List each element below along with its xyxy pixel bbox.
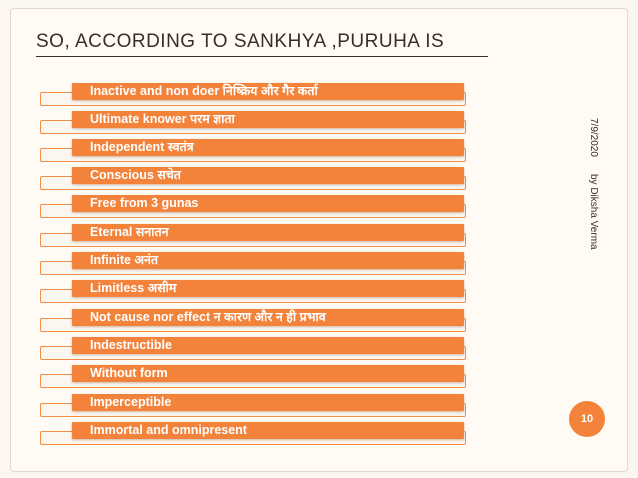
list-item: Infinite अनंत — [72, 252, 464, 269]
list-item: Conscious सचेत — [72, 167, 464, 184]
list-item-label: Without form — [90, 366, 168, 380]
list-item-label: Eternal सनातन — [90, 225, 169, 239]
list-item: Independent स्वतंत्र — [72, 139, 464, 156]
list-item-label: Conscious सचेत — [90, 168, 181, 182]
list-item-label: Limitless असीम — [90, 281, 177, 295]
list-item-label: Independent स्वतंत्र — [90, 140, 194, 154]
slide-footer-vertical: 7/9/2020 by Diksha Verma — [585, 118, 601, 258]
list-item: Immortal and omnipresent — [72, 422, 464, 439]
list-item: Imperceptible — [72, 394, 464, 411]
list-item-label: Indestructible — [90, 338, 172, 352]
list-item-label: Not cause nor effect न कारण और न ही प्रभ… — [90, 310, 326, 324]
list-item-label: Inactive and non doer निष्क्रिय और गैर क… — [90, 84, 318, 98]
list-item: Ultimate knower परम ज्ञाता — [72, 111, 464, 128]
list-item: Inactive and non doer निष्क्रिय और गैर क… — [72, 83, 464, 100]
list-item: Free from 3 gunas — [72, 195, 464, 212]
list-item-label: Immortal and omnipresent — [90, 423, 247, 437]
list-item-label: Imperceptible — [90, 395, 172, 409]
list-item: Indestructible — [72, 337, 464, 354]
slide-date: 7/9/2020 — [588, 118, 599, 157]
page-number-badge: 10 — [569, 401, 605, 437]
slide-author: by Diksha Verma — [588, 174, 599, 250]
list-item: Eternal सनातन — [72, 224, 464, 241]
list-item: Not cause nor effect न कारण और न ही प्रभ… — [72, 309, 464, 326]
page-number: 10 — [580, 413, 594, 425]
list-item: Limitless असीम — [72, 280, 464, 297]
list-item-label: Ultimate knower परम ज्ञाता — [90, 112, 235, 126]
slide-title: SO, ACCORDING TO SANKHYA ,PURUHA IS — [36, 31, 445, 52]
list-item-label: Infinite अनंत — [90, 253, 159, 267]
title-underline — [36, 56, 488, 57]
list-item: Without form — [72, 365, 464, 382]
list-item-label: Free from 3 gunas — [90, 196, 199, 210]
